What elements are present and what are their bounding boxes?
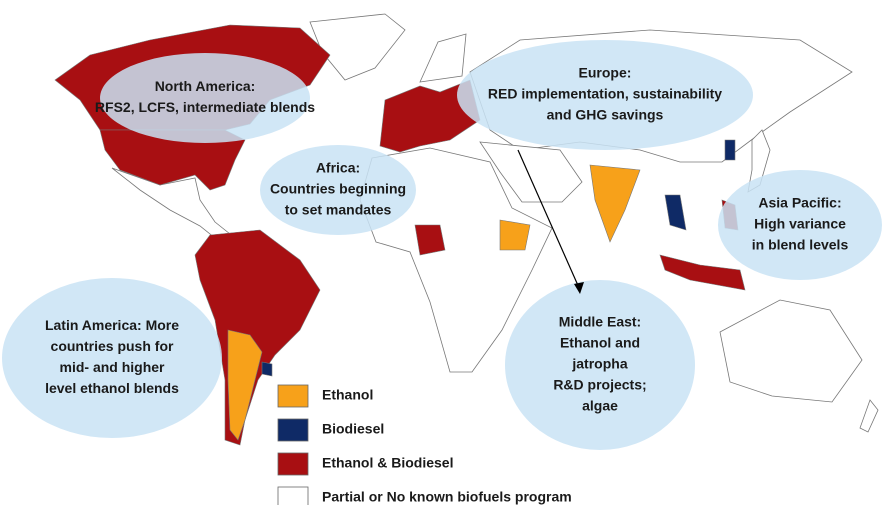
region-label: RED implementation, sustainability (488, 86, 722, 102)
legend-label: Ethanol (322, 387, 373, 403)
region-label: Asia Pacific: (758, 195, 841, 211)
region-label: Latin America: More (45, 317, 179, 333)
korea (724, 139, 736, 161)
greenland (309, 13, 406, 81)
region-label: level ethanol blends (45, 380, 179, 396)
region-label: Africa: (316, 160, 360, 176)
india (589, 164, 641, 243)
region-label: algae (582, 398, 618, 414)
region-label: North America: (155, 78, 256, 94)
region-label: to set mandates (285, 202, 392, 218)
region-label: High variance (754, 216, 846, 232)
region-label: Countries beginning (270, 181, 406, 197)
region-label: countries push for (51, 338, 174, 354)
region-bubble (100, 53, 310, 143)
legend-label: Ethanol & Biodiesel (322, 455, 453, 471)
australia (719, 299, 863, 403)
uruguay (261, 361, 273, 377)
region-label: Europe: (579, 65, 632, 81)
region-bubble (260, 145, 416, 235)
middle-east (479, 141, 583, 203)
bubbles (2, 40, 882, 450)
legend: Ethanol Biodiesel Ethanol & Biodiesel Parti… (277, 384, 572, 505)
legend-swatch (277, 418, 309, 442)
legend-swatch (277, 452, 309, 476)
region-label: jatropha (571, 356, 627, 372)
argentina-chile (227, 329, 263, 441)
region-bubble (457, 40, 753, 150)
region-bubble (718, 170, 882, 280)
labels: North America: RFS2, LCFS, intermediate b… (45, 65, 848, 414)
region-bubble (505, 280, 695, 450)
europe (379, 79, 481, 153)
region-label: R&D projects; (553, 377, 646, 393)
scandinavia (419, 33, 467, 83)
region-label: in blend levels (752, 237, 849, 253)
thailand (664, 194, 687, 231)
legend-swatch (277, 486, 309, 505)
indonesia (659, 254, 746, 291)
region-label: Middle East: (559, 314, 641, 330)
nigeria (414, 224, 446, 256)
region-label: RFS2, LCFS, intermediate blends (95, 99, 315, 115)
ethiopia (499, 219, 531, 251)
arrow (517, 149, 581, 291)
region-bubble (2, 278, 222, 438)
region-label: Ethanol and (560, 335, 640, 351)
legend-label: Biodiesel (322, 421, 384, 437)
region-label: mid- and higher (60, 359, 166, 375)
legend-swatch (277, 384, 309, 408)
legend-label: Partial or No known biofuels program (322, 489, 572, 505)
region-label: and GHG savings (547, 107, 664, 123)
new-zealand (859, 399, 879, 433)
arrow-head (574, 282, 584, 294)
